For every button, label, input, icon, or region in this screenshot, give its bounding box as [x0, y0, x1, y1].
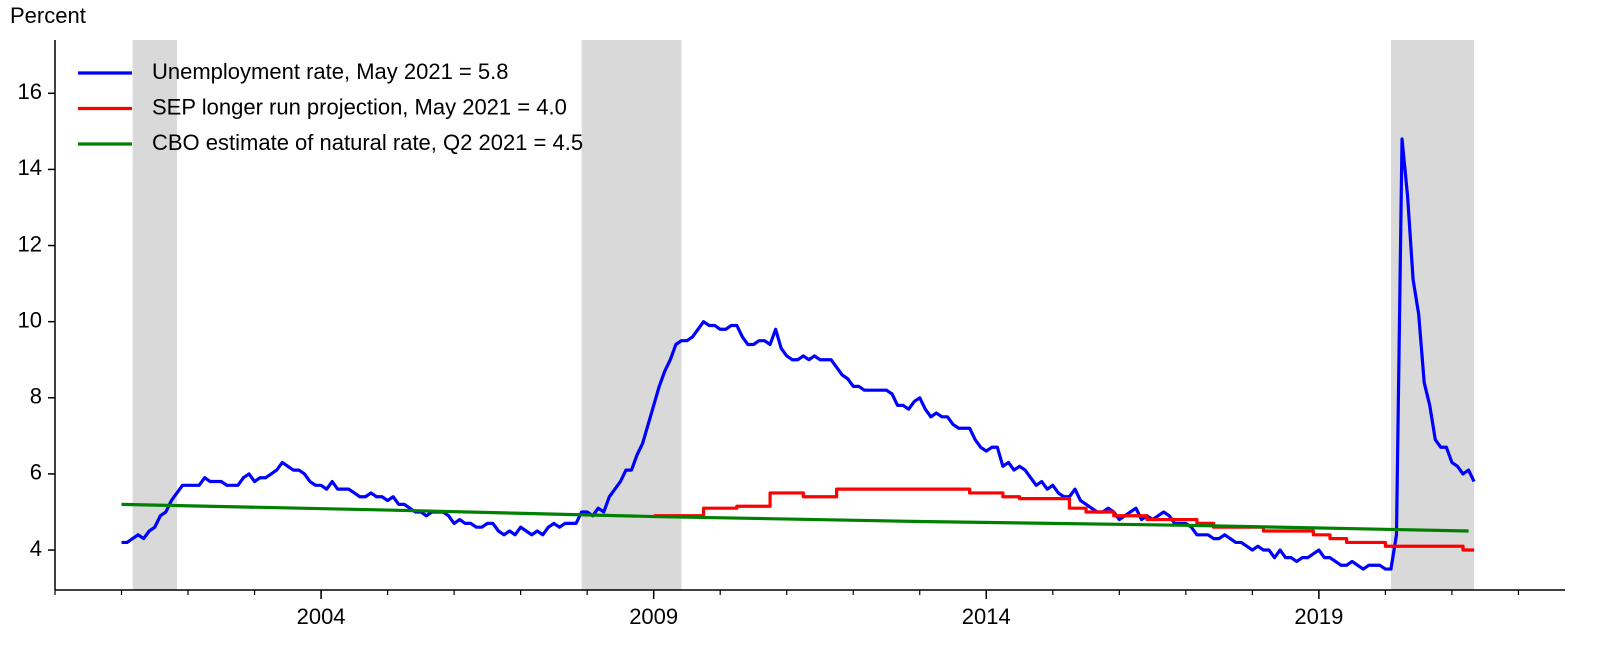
recession-band [581, 40, 682, 590]
y-tick-label: 4 [30, 536, 42, 561]
recession-band [132, 40, 177, 590]
x-tick-label: 2009 [629, 604, 678, 629]
y-tick-label: 16 [18, 79, 42, 104]
x-tick-label: 2019 [1294, 604, 1343, 629]
x-tick-label: 2014 [962, 604, 1011, 629]
y-tick-label: 14 [18, 155, 42, 180]
y-tick-label: 12 [18, 231, 42, 256]
legend-label: SEP longer run projection, May 2021 = 4.… [152, 94, 567, 119]
series-line [121, 137, 1476, 571]
series-line [121, 502, 1469, 533]
x-tick-label: 2004 [297, 604, 346, 629]
legend-label: Unemployment rate, May 2021 = 5.8 [152, 59, 508, 84]
legend-label: CBO estimate of natural rate, Q2 2021 = … [152, 130, 583, 155]
y-tick-label: 6 [30, 460, 42, 485]
series-line [653, 487, 1475, 552]
recession-band [1390, 40, 1475, 590]
y-tick-label: 10 [18, 307, 42, 332]
y-axis-label: Percent [10, 3, 86, 28]
y-tick-label: 8 [30, 384, 42, 409]
